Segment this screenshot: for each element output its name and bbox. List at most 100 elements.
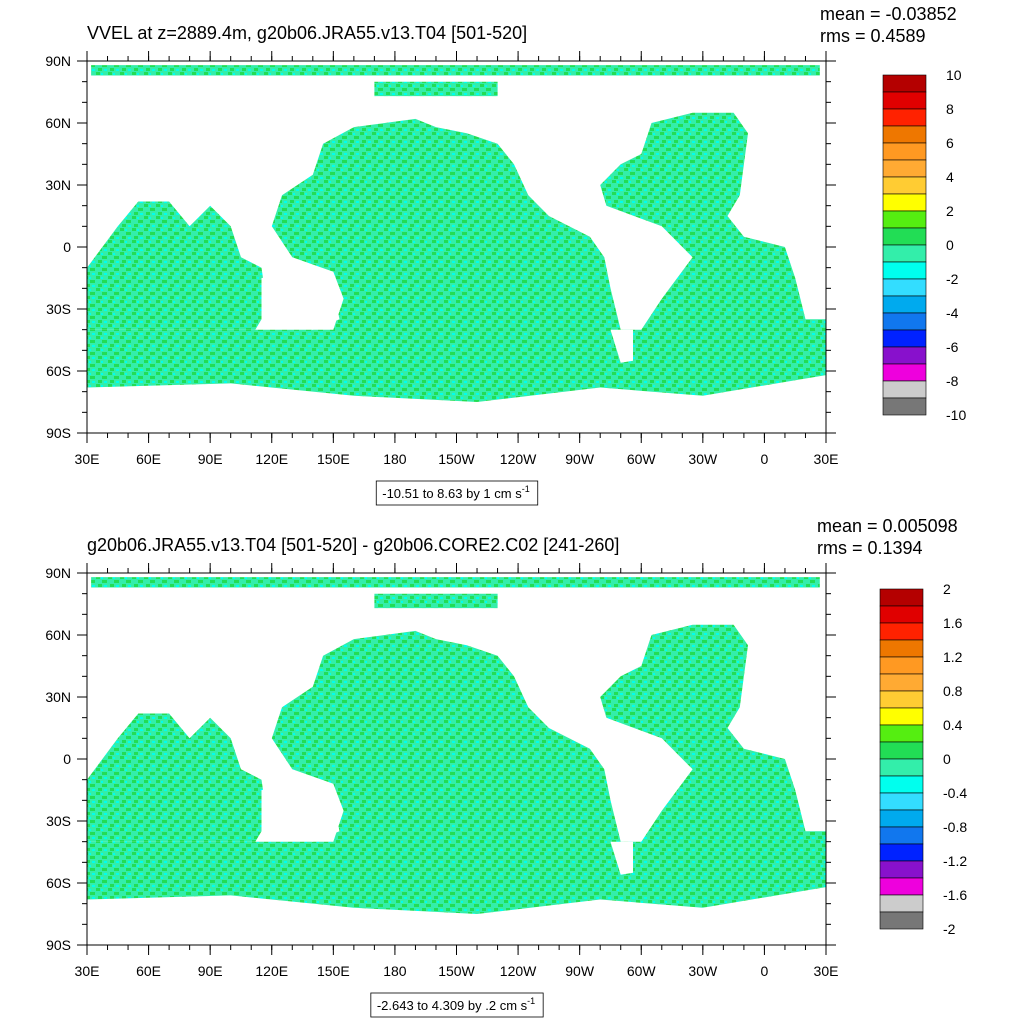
colorbar-label: -6 bbox=[946, 339, 959, 355]
colorbar-box bbox=[882, 159, 927, 178]
lat-tick-label: 60N bbox=[45, 115, 71, 131]
colorbar-label: 1.6 bbox=[943, 615, 963, 631]
rms-label: rms = 0.4589 bbox=[820, 26, 926, 46]
colorbar-label: -8 bbox=[946, 373, 959, 389]
lat-tick-label: 60S bbox=[46, 875, 71, 891]
lat-tick-label: 0 bbox=[63, 751, 71, 767]
lon-tick-label: 60W bbox=[627, 963, 657, 979]
colorbar-box bbox=[882, 312, 927, 331]
colorbar-box bbox=[879, 877, 924, 896]
colorbar-box bbox=[882, 346, 927, 365]
land bbox=[261, 783, 340, 842]
lon-tick-label: 120W bbox=[500, 451, 537, 467]
colorbar-label: 8 bbox=[946, 101, 954, 117]
lon-tick-label: 30E bbox=[75, 451, 100, 467]
lon-tick-label: 30W bbox=[688, 451, 718, 467]
colorbar-label: -0.8 bbox=[943, 819, 967, 835]
colorbar-box bbox=[882, 108, 927, 127]
colorbar-box bbox=[879, 656, 924, 675]
colorbar-box bbox=[879, 792, 924, 811]
colorbar-box bbox=[882, 193, 927, 212]
lon-tick-label: 150E bbox=[317, 451, 350, 467]
lon-tick-label: 30E bbox=[814, 451, 839, 467]
ocean-field bbox=[87, 841, 826, 914]
colorbar-box bbox=[879, 724, 924, 743]
lon-tick-label: 90W bbox=[565, 963, 595, 979]
ocean-field bbox=[271, 118, 627, 361]
colorbar-label: -10 bbox=[946, 407, 966, 423]
info-text: -2.643 to 4.309 by .2 cm s bbox=[377, 998, 528, 1013]
lon-tick-label: 120E bbox=[255, 451, 288, 467]
lat-tick-label: 90S bbox=[46, 937, 71, 953]
lat-tick-label: 0 bbox=[63, 239, 71, 255]
lat-tick-label: 30N bbox=[45, 177, 71, 193]
lon-tick-label: 150E bbox=[317, 963, 350, 979]
colorbar-box bbox=[879, 639, 924, 658]
ocean-field bbox=[87, 329, 826, 402]
panel-title: VVEL at z=2889.4m, g20b06.JRA55.v13.T04 … bbox=[87, 23, 527, 43]
colorbar-label: 1.2 bbox=[943, 649, 963, 665]
lon-tick-label: 30E bbox=[814, 963, 839, 979]
info-superscript: -1 bbox=[522, 484, 530, 494]
colorbar-label: 0.8 bbox=[943, 683, 963, 699]
info-superscript: -1 bbox=[527, 996, 535, 1006]
info-text: -10.51 to 8.63 by 1 cm s bbox=[382, 486, 522, 501]
lon-tick-label: 60E bbox=[136, 963, 161, 979]
panel-title: g20b06.JRA55.v13.T04 [501-520] - g20b06.… bbox=[87, 535, 619, 555]
lon-tick-label: 120W bbox=[500, 963, 537, 979]
lat-tick-label: 30S bbox=[46, 301, 71, 317]
lon-tick-label: 30E bbox=[75, 963, 100, 979]
colorbar-label: -1.2 bbox=[943, 853, 967, 869]
lat-tick-label: 90N bbox=[45, 565, 71, 581]
colorbar-label: -4 bbox=[946, 305, 959, 321]
lat-tick-label: 60S bbox=[46, 363, 71, 379]
lon-tick-label: 0 bbox=[761, 451, 769, 467]
land bbox=[610, 329, 633, 363]
info-box bbox=[375, 480, 539, 506]
colorbar-label: 6 bbox=[946, 135, 954, 151]
colorbar-box bbox=[882, 176, 927, 195]
colorbar-box bbox=[879, 911, 924, 930]
lat-tick-label: 90N bbox=[45, 53, 71, 69]
colorbar-box bbox=[882, 278, 927, 297]
colorbar-box bbox=[879, 690, 924, 709]
lon-tick-label: 30W bbox=[688, 963, 718, 979]
colorbar-box bbox=[879, 741, 924, 760]
colorbar-label: -2 bbox=[943, 921, 956, 937]
ocean-field bbox=[374, 593, 498, 609]
colorbar-label: 4 bbox=[946, 169, 954, 185]
colorbar-box bbox=[882, 125, 927, 144]
lon-tick-label: 60E bbox=[136, 451, 161, 467]
colorbar-box bbox=[882, 142, 927, 161]
colorbar-box bbox=[882, 380, 927, 399]
colorbar-box bbox=[879, 860, 924, 879]
colorbar-box bbox=[879, 707, 924, 726]
ocean-field bbox=[91, 65, 820, 76]
colorbar-box bbox=[879, 775, 924, 794]
colorbar-box bbox=[879, 826, 924, 845]
colorbar-label: 2 bbox=[946, 203, 954, 219]
colorbar-label: 0.4 bbox=[943, 717, 963, 733]
colorbar-box bbox=[882, 244, 927, 263]
lon-tick-label: 60W bbox=[627, 451, 657, 467]
colorbar-box bbox=[879, 894, 924, 913]
colorbar-box bbox=[882, 91, 927, 110]
colorbar-box bbox=[882, 329, 927, 348]
lat-tick-label: 90S bbox=[46, 425, 71, 441]
colorbar-box bbox=[879, 809, 924, 828]
colorbar-box bbox=[882, 261, 927, 280]
ocean-field bbox=[87, 201, 268, 330]
land bbox=[261, 271, 340, 330]
colorbar-box bbox=[882, 227, 927, 246]
info-box bbox=[370, 992, 544, 1018]
ocean-field bbox=[374, 81, 498, 97]
colorbar-label: -1.6 bbox=[943, 887, 967, 903]
rms-label: rms = 0.1394 bbox=[817, 538, 923, 558]
ocean-field bbox=[91, 577, 820, 588]
lon-tick-label: 150W bbox=[438, 963, 475, 979]
land bbox=[610, 841, 633, 875]
colorbar-label: 0 bbox=[946, 237, 954, 253]
